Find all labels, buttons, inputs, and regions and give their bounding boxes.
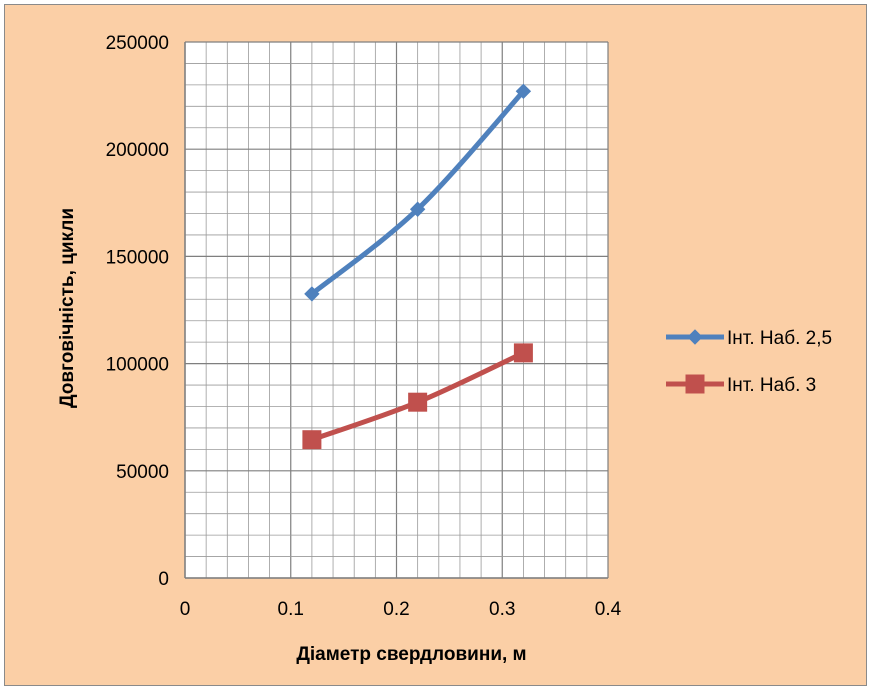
legend-label: Інт. Наб. 3 <box>727 375 816 396</box>
y-tick-label: 250000 <box>106 33 169 54</box>
legend: Інт. Наб. 2,5 Інт. Наб. 3 <box>666 328 832 396</box>
x-tick-label: 0.4 <box>595 599 622 620</box>
x-tick-label: 0.2 <box>383 599 409 620</box>
series-layer <box>302 83 533 450</box>
legend-label: Інт. Наб. 2,5 <box>727 328 832 349</box>
data-point <box>409 201 426 217</box>
legend-item: Інт. Наб. 3 <box>666 374 816 396</box>
series-1 <box>304 83 532 302</box>
data-point <box>515 83 532 100</box>
y-axis-title: Довговічність, цикли <box>57 208 78 408</box>
x-axis-title: Діаметр свердловини, м <box>296 644 526 665</box>
axes <box>184 42 608 579</box>
x-tick-label: 0 <box>180 599 191 620</box>
y-tick-label: 200000 <box>106 140 169 161</box>
legend-item: Інт. Наб. 2,5 <box>666 328 832 349</box>
data-point <box>304 286 320 302</box>
legend-marker <box>687 329 703 345</box>
x-tick-label: 0.1 <box>278 599 304 620</box>
data-point <box>408 392 428 412</box>
legend-marker <box>685 374 705 394</box>
y-tick-label: 0 <box>158 569 169 590</box>
y-tick-label: 150000 <box>106 247 169 268</box>
y-tick-label: 50000 <box>116 462 169 483</box>
chart-svg: 0 0.1 0.2 0.3 0.4 0 50000 100000 150000 200000 250… <box>5 5 866 685</box>
grid-lines <box>184 41 609 579</box>
series-2 <box>302 343 533 450</box>
y-tick-label: 100000 <box>106 355 169 376</box>
x-tick-label: 0.3 <box>489 599 515 620</box>
chart-frame: 0 0.1 0.2 0.3 0.4 0 50000 100000 150000 200000 250… <box>4 4 867 686</box>
tick-labels: 0 0.1 0.2 0.3 0.4 0 50000 100000 150000 200000 250… <box>106 33 622 620</box>
data-point <box>513 343 533 363</box>
data-point <box>302 430 322 450</box>
